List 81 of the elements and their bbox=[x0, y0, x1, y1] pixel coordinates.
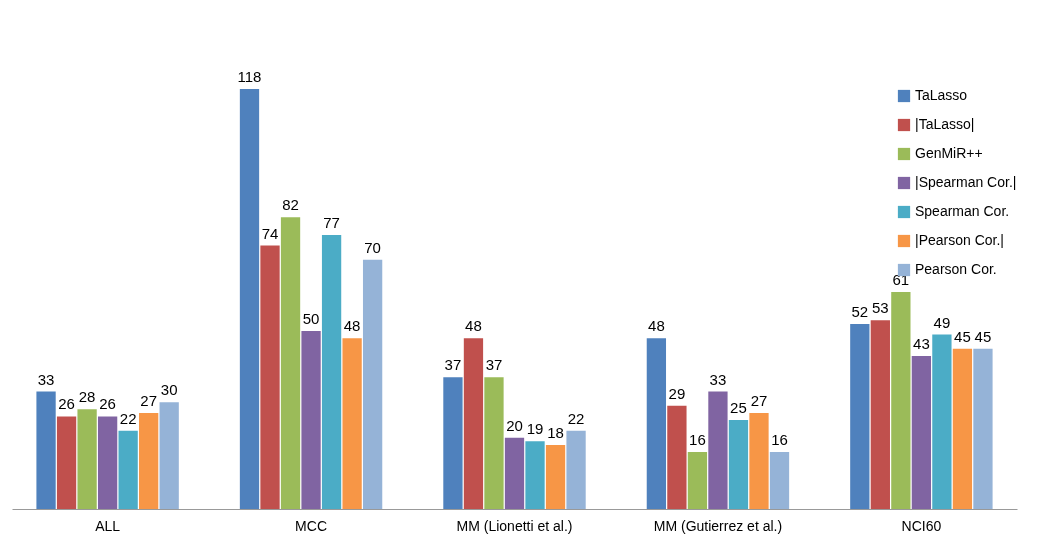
bar bbox=[484, 377, 504, 509]
bar bbox=[77, 409, 97, 509]
data-label: 19 bbox=[526, 420, 544, 438]
data-label: 28 bbox=[78, 388, 96, 406]
bar bbox=[952, 348, 973, 509]
data-label: 25 bbox=[730, 399, 747, 417]
bar bbox=[850, 323, 870, 509]
data-label: 48 bbox=[648, 317, 665, 335]
legend-label: |Pearson Cor.| bbox=[915, 232, 1004, 248]
data-label: 48 bbox=[343, 317, 361, 335]
bar bbox=[646, 338, 667, 509]
bar bbox=[687, 452, 708, 509]
x-tick-label: MM (Lionetti et al.) bbox=[456, 517, 573, 534]
data-label: 16 bbox=[771, 431, 788, 449]
bar bbox=[932, 334, 952, 509]
bar bbox=[139, 412, 159, 509]
legend-label: |TaLasso| bbox=[915, 116, 975, 132]
data-label: 82 bbox=[282, 196, 299, 214]
bar bbox=[911, 355, 932, 509]
bar bbox=[870, 320, 890, 509]
bar bbox=[301, 331, 321, 509]
data-label: 27 bbox=[140, 391, 157, 409]
bar bbox=[891, 291, 911, 509]
data-label: 48 bbox=[465, 317, 482, 335]
data-label: 27 bbox=[750, 391, 768, 409]
data-label: 53 bbox=[872, 299, 889, 317]
data-label: 37 bbox=[444, 356, 462, 374]
data-label: 45 bbox=[954, 327, 971, 345]
data-label: 43 bbox=[913, 334, 930, 352]
legend-label: TaLasso bbox=[915, 87, 968, 103]
bar bbox=[769, 452, 790, 509]
bar bbox=[97, 416, 118, 509]
bar bbox=[667, 405, 687, 509]
data-label: 16 bbox=[689, 431, 706, 449]
data-label: 77 bbox=[323, 213, 340, 231]
bar bbox=[463, 338, 484, 509]
data-label: 50 bbox=[302, 310, 320, 328]
bar bbox=[239, 89, 260, 509]
bar bbox=[525, 441, 545, 509]
legend-label: Spearman Cor. bbox=[915, 203, 1010, 219]
data-label: 49 bbox=[933, 313, 951, 331]
bar bbox=[159, 402, 179, 509]
data-label: 18 bbox=[547, 423, 564, 441]
x-tick-label: ALL bbox=[95, 517, 121, 534]
data-label: 118 bbox=[237, 68, 262, 85]
bar bbox=[545, 444, 566, 509]
data-label: 70 bbox=[364, 238, 381, 256]
legend-label: Pearson Cor. bbox=[915, 261, 997, 277]
bar bbox=[973, 348, 993, 509]
bar bbox=[362, 259, 383, 509]
data-label: 33 bbox=[37, 370, 55, 388]
data-label: 30 bbox=[160, 381, 178, 399]
legend-label: |Spearman Cor.| bbox=[915, 174, 1017, 190]
bar bbox=[342, 338, 362, 509]
data-label: 22 bbox=[567, 409, 585, 427]
data-label: 37 bbox=[485, 356, 503, 374]
bar bbox=[708, 391, 728, 509]
bar bbox=[728, 420, 749, 509]
bar bbox=[118, 430, 138, 509]
data-label: 52 bbox=[851, 302, 869, 320]
bar bbox=[504, 437, 525, 509]
x-tick-label: MCC bbox=[295, 517, 327, 534]
bar bbox=[36, 391, 56, 509]
bar bbox=[260, 245, 280, 509]
bar bbox=[321, 234, 342, 509]
bar bbox=[566, 430, 586, 509]
data-label: 33 bbox=[709, 370, 727, 388]
bar bbox=[56, 416, 77, 509]
data-label: 22 bbox=[119, 409, 137, 427]
data-label: 20 bbox=[506, 416, 523, 434]
bar bbox=[443, 377, 463, 509]
data-label: 45 bbox=[974, 327, 992, 345]
bar bbox=[749, 412, 769, 509]
x-tick-label: MM (Gutierrez et al.) bbox=[653, 517, 783, 534]
data-label: 74 bbox=[261, 224, 279, 242]
bar bbox=[280, 217, 301, 509]
data-label: 26 bbox=[99, 395, 116, 413]
data-label: 26 bbox=[58, 395, 75, 413]
legend-label: GenMiR++ bbox=[915, 145, 983, 161]
x-tick-label: NCI60 bbox=[901, 517, 942, 534]
data-label: 29 bbox=[668, 384, 686, 402]
